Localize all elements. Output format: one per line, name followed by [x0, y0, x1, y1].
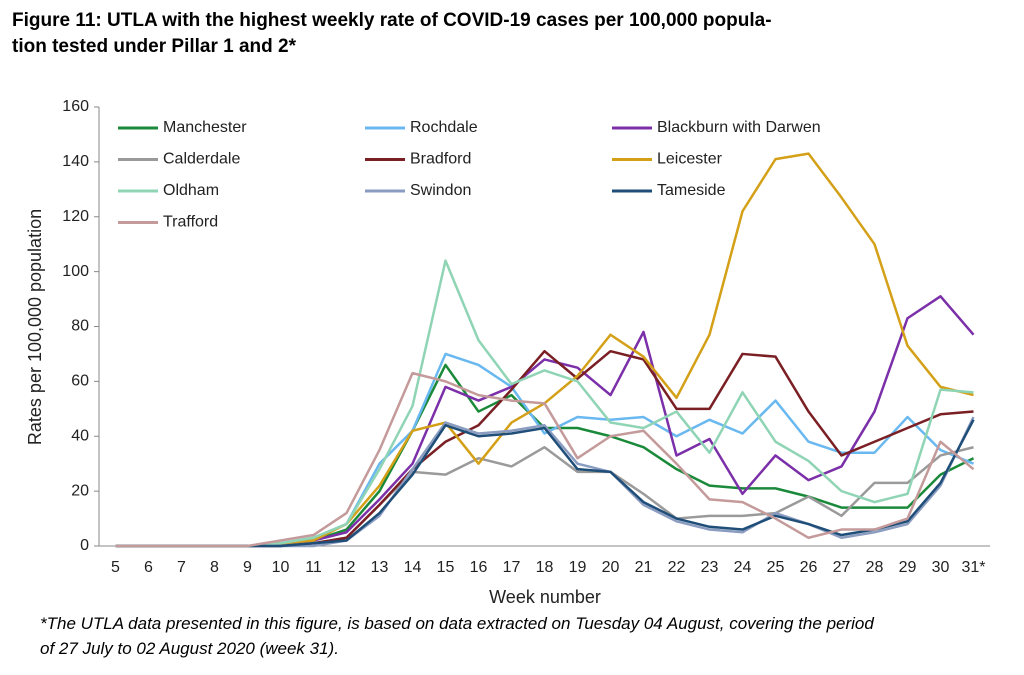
- y-tick-label: 60: [71, 373, 89, 390]
- footnote-line: of 27 July to 02 August 2020 (week 31).: [40, 639, 339, 658]
- legend-label: Leicester: [657, 151, 723, 168]
- x-tick-label: 29: [899, 559, 917, 576]
- x-tick-label: 11: [305, 559, 322, 576]
- x-tick-label: 10: [272, 559, 290, 576]
- y-tick-label: 100: [62, 263, 89, 280]
- x-tick-label: 12: [338, 559, 356, 576]
- series-line: [115, 152, 974, 548]
- y-tick-label: 120: [62, 208, 89, 225]
- footnote-line: *The UTLA data presented in this figure,…: [40, 614, 874, 633]
- y-axis-label: Rates per 100,000 population: [25, 209, 45, 445]
- x-tick-label: 20: [602, 559, 620, 576]
- legend-label: Trafford: [163, 214, 218, 231]
- x-tick-label: 19: [569, 559, 587, 576]
- x-tick-label: 28: [866, 559, 884, 576]
- series-line: [115, 416, 975, 548]
- x-tick-label: 21: [635, 559, 653, 576]
- x-tick-label: 8: [210, 559, 219, 576]
- x-tick-label: 16: [470, 559, 488, 576]
- x-tick-label: 6: [144, 559, 153, 576]
- x-tick-label: 31*: [961, 559, 985, 576]
- x-tick-label: 30: [932, 559, 950, 576]
- legend-label: Bradford: [410, 151, 471, 168]
- series-line: [115, 371, 975, 548]
- x-tick-label: 22: [668, 559, 686, 576]
- x-tick-label: 7: [177, 559, 186, 576]
- title-line: tion tested under Pillar 1 and 2*: [12, 36, 297, 57]
- series-line: [115, 363, 975, 548]
- legend-label: Oldham: [163, 182, 219, 199]
- y-tick-label: 0: [80, 537, 89, 554]
- x-tick-label: 24: [734, 559, 752, 576]
- x-tick-label: 18: [536, 559, 554, 576]
- x-tick-label: 14: [404, 559, 422, 576]
- chart: Week number Rates per 100,000 population…: [25, 98, 990, 607]
- series-line: [115, 352, 974, 548]
- x-tick-label: 13: [371, 559, 389, 576]
- title-line: Figure 11: UTLA with the highest weekly …: [12, 10, 772, 31]
- x-axis-label: Week number: [489, 587, 601, 607]
- legend-label: Calderdale: [163, 151, 240, 168]
- y-tick-label: 140: [62, 153, 89, 170]
- y-tick-label: 40: [71, 427, 89, 444]
- x-tick-label: 5: [111, 559, 120, 576]
- y-tick-label: 80: [71, 318, 89, 335]
- x-tick-label: 25: [767, 559, 785, 576]
- legend-label: Rochdale: [410, 119, 478, 136]
- legend-label: Swindon: [410, 182, 471, 199]
- y-tick-label: 20: [71, 482, 89, 499]
- x-tick-label: 27: [833, 559, 851, 576]
- x-tick-label: 15: [437, 559, 455, 576]
- y-tick-label: 160: [62, 98, 89, 115]
- x-tick-label: 23: [701, 559, 719, 576]
- series-line: [115, 419, 975, 548]
- x-tick-label: 17: [503, 559, 521, 576]
- legend-label: Tameside: [657, 182, 726, 199]
- legend-label: Blackburn with Darwen: [657, 119, 821, 136]
- x-tick-label: 26: [800, 559, 818, 576]
- x-tick-label: 9: [243, 559, 252, 576]
- legend-label: Manchester: [163, 119, 247, 136]
